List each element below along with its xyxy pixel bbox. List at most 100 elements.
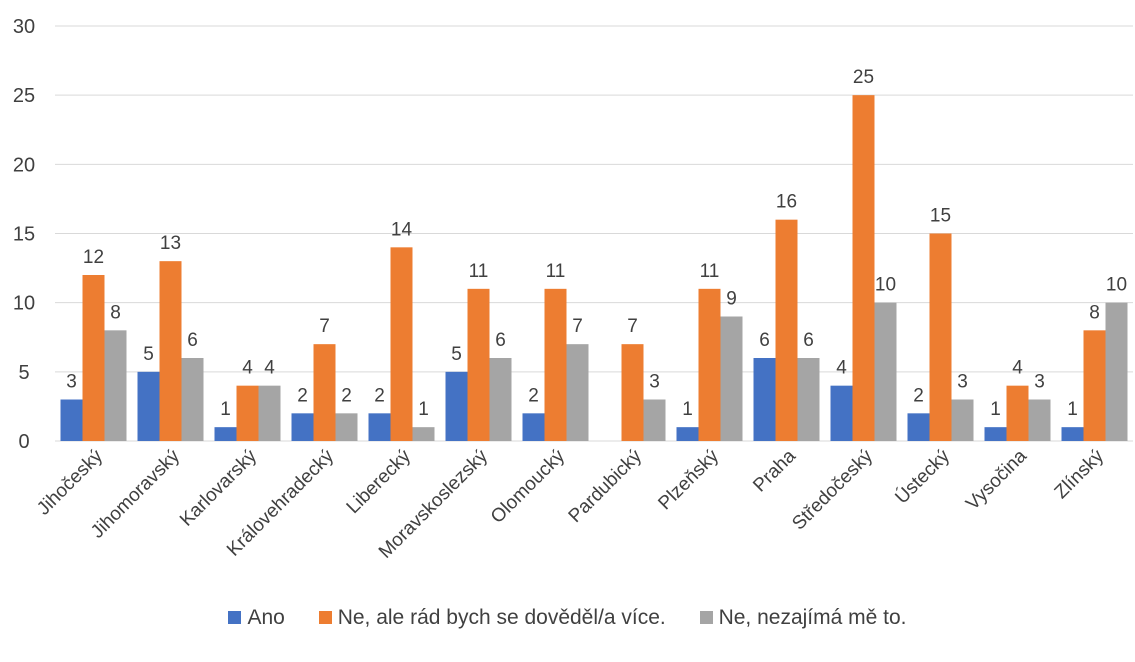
bar bbox=[313, 344, 336, 441]
bar bbox=[60, 399, 83, 441]
data-label: 11 bbox=[546, 261, 566, 282]
x-tick-label: Vysočina bbox=[962, 445, 1031, 514]
legend-label-ne-rad: Ne, ale rád bych se dověděl/a více. bbox=[337, 606, 666, 629]
bar bbox=[951, 399, 974, 441]
data-label: 12 bbox=[83, 247, 104, 268]
data-label: 5 bbox=[143, 344, 154, 365]
data-label: 11 bbox=[469, 261, 489, 282]
data-label: 8 bbox=[1089, 302, 1100, 323]
data-label: 25 bbox=[853, 67, 874, 88]
legend: Ano Ne, ale rád bych se dověděl/a více. … bbox=[0, 606, 1135, 630]
bar bbox=[698, 288, 721, 441]
bar bbox=[445, 371, 468, 441]
bar bbox=[984, 427, 1007, 441]
data-label: 3 bbox=[66, 372, 77, 393]
x-tick-label: Karlovarský bbox=[176, 445, 261, 530]
data-label: 3 bbox=[649, 372, 660, 393]
legend-item-ano: Ano bbox=[228, 606, 285, 630]
bar bbox=[1083, 330, 1106, 441]
data-label: 2 bbox=[374, 385, 385, 406]
legend-swatch-ano bbox=[228, 611, 242, 624]
bar bbox=[676, 427, 699, 441]
bar bbox=[137, 371, 160, 441]
data-label: 6 bbox=[759, 330, 770, 351]
data-label: 6 bbox=[187, 330, 198, 351]
bar bbox=[1105, 302, 1128, 441]
bar bbox=[258, 385, 281, 441]
y-tick-label: 10 bbox=[13, 293, 35, 315]
y-tick-label: 15 bbox=[13, 224, 35, 246]
bar bbox=[214, 427, 237, 441]
legend-item-ne-nezajima: Ne, nezajímá mě to. bbox=[699, 606, 907, 630]
y-tick-label: 0 bbox=[18, 431, 29, 453]
data-label: 6 bbox=[495, 330, 506, 351]
bar bbox=[1028, 399, 1051, 441]
bar bbox=[720, 316, 743, 441]
x-tick-label: Středočeský bbox=[788, 445, 877, 534]
data-label: 16 bbox=[776, 192, 797, 213]
y-tick-label: 5 bbox=[18, 362, 29, 384]
data-label: 9 bbox=[726, 289, 737, 310]
bar bbox=[1061, 427, 1084, 441]
bar-chart: 0510152025303128Jihočeský5136Jihomoravsk… bbox=[13, 16, 1133, 563]
bar bbox=[181, 358, 204, 441]
data-label: 3 bbox=[957, 372, 968, 393]
data-label: 3 bbox=[1034, 372, 1045, 393]
bar bbox=[874, 302, 897, 441]
bar bbox=[797, 358, 820, 441]
data-label: 14 bbox=[391, 219, 413, 240]
data-label: 1 bbox=[682, 399, 693, 420]
data-label: 7 bbox=[572, 316, 583, 337]
x-tick-label: Olomoucký bbox=[487, 445, 569, 527]
x-tick-label: Pardubický bbox=[565, 445, 647, 527]
data-label: 10 bbox=[875, 275, 896, 296]
bar bbox=[753, 358, 776, 441]
bar bbox=[621, 344, 644, 441]
data-label: 4 bbox=[242, 358, 253, 379]
bar bbox=[82, 275, 105, 441]
data-label: 1 bbox=[418, 399, 429, 420]
data-label: 11 bbox=[700, 261, 720, 282]
y-tick-label: 30 bbox=[13, 16, 35, 38]
y-tick-label: 25 bbox=[13, 85, 35, 107]
bar bbox=[522, 413, 545, 441]
data-label: 2 bbox=[528, 385, 539, 406]
bar bbox=[412, 427, 435, 441]
legend-label-ne-nezajima: Ne, nezajímá mě to. bbox=[718, 606, 907, 629]
x-tick-label: Ústecký bbox=[891, 445, 955, 509]
data-label: 4 bbox=[1012, 358, 1023, 379]
legend-item-ne-rad: Ne, ale rád bych se dověděl/a více. bbox=[318, 606, 666, 630]
data-label: 10 bbox=[1106, 275, 1127, 296]
legend-label-ano: Ano bbox=[247, 606, 285, 629]
data-label: 1 bbox=[1067, 399, 1078, 420]
legend-swatch-ne-rad bbox=[318, 611, 332, 624]
data-label: 2 bbox=[341, 385, 352, 406]
data-label: 2 bbox=[297, 385, 308, 406]
bar bbox=[368, 413, 391, 441]
data-label: 7 bbox=[627, 316, 638, 337]
data-label: 1 bbox=[220, 399, 231, 420]
data-label: 13 bbox=[160, 233, 181, 254]
data-label: 5 bbox=[451, 344, 462, 365]
data-label: 1 bbox=[990, 399, 1001, 420]
bar bbox=[907, 413, 930, 441]
bar bbox=[566, 344, 589, 441]
bar bbox=[852, 95, 875, 442]
legend-swatch-ne-nezajima bbox=[699, 611, 713, 624]
data-label: 2 bbox=[913, 385, 924, 406]
bar bbox=[1006, 385, 1029, 441]
bar bbox=[775, 219, 798, 441]
x-tick-label: Jihočeský bbox=[33, 445, 107, 519]
bar bbox=[643, 399, 666, 441]
x-tick-label: Plzeňský bbox=[654, 445, 723, 514]
data-label: 15 bbox=[930, 206, 951, 227]
bar bbox=[335, 413, 358, 441]
y-tick-label: 20 bbox=[13, 154, 35, 176]
x-tick-label: Praha bbox=[749, 445, 800, 496]
bar bbox=[390, 247, 413, 441]
bar bbox=[544, 288, 567, 441]
data-label: 8 bbox=[110, 302, 121, 323]
bar bbox=[489, 358, 512, 441]
x-tick-label: Zlínský bbox=[1051, 445, 1109, 503]
